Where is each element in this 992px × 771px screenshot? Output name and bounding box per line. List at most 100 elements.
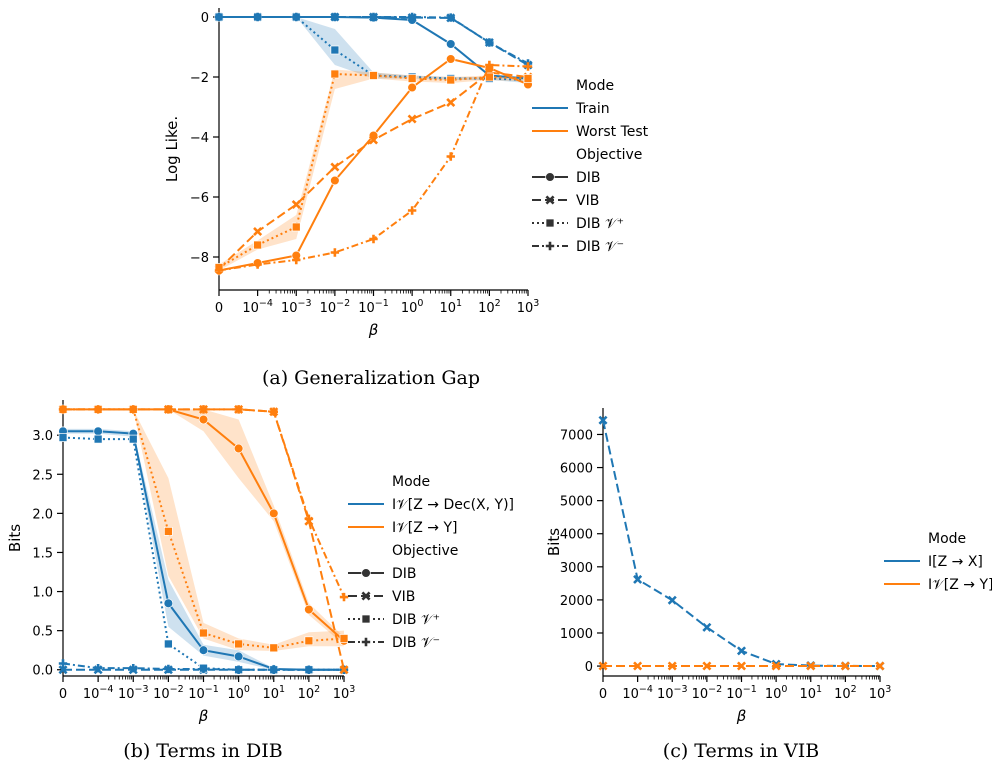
data-point [330,248,340,257]
x-tick-label: 10−3 [281,298,312,316]
data-point [253,240,262,250]
legend-title-objective: Objective [392,543,458,559]
data-point [233,651,244,662]
x-tick-label: 102 [834,684,857,702]
legend-marker [361,614,371,624]
data-point [304,665,314,674]
x-tick-label: 103 [869,684,892,702]
data-point [291,199,301,210]
data-point [58,433,68,442]
x-tick-label: 10−4 [622,684,653,702]
data-point [633,661,643,671]
data-point [234,639,243,649]
legend-entry: DIB [576,170,601,186]
y-tick-label: 2000 [560,594,593,609]
data-point [407,114,417,124]
data-point [269,665,278,674]
y-tick-label: 7000 [560,428,593,443]
series-line [602,420,881,668]
confidence-band [63,409,344,645]
data-point [667,661,677,671]
data-point [199,628,208,638]
x-tick-label: 10−2 [692,684,723,702]
x-tick-label: 10−4 [242,298,273,316]
data-point [214,12,224,22]
data-point [253,260,262,269]
data-point [233,443,244,454]
x-tick-label: 102 [298,684,321,702]
legend-entry: Worst Test [576,124,649,140]
legend-title-mode: Mode [392,474,430,490]
data-point [269,643,279,653]
data-point [523,74,533,83]
x-tick-label: 10−3 [118,684,149,702]
data-point [291,222,301,232]
data-point [93,434,103,444]
panel-b: 0.0 0.5 1.0 1.5 2.0 2.5 3.0 0 10−4 10−3 10−2 10−1 10… [6,400,514,762]
data-point [234,405,243,414]
data-point [164,664,173,674]
legend-marker [545,218,555,228]
y-tick-label: −6 [190,191,209,206]
y-axis-label: Log Like. [163,116,181,182]
y-tick-label: 0.0 [32,664,53,679]
data-point [485,60,494,70]
data-point [269,407,278,416]
legend-title-mode: Mode [928,531,966,547]
legend-entry: I𝒱[Z → Y] [928,577,992,593]
x-tick-label: 10−1 [726,684,757,702]
data-point [446,39,456,49]
legend-entry: VIB [392,589,415,605]
x-tick-label: 10−1 [188,684,219,702]
x-tick-label: 100 [765,684,788,702]
data-point [736,661,747,671]
legend-marker [361,637,371,647]
x-tick-label: 100 [227,684,250,702]
data-point [667,595,677,605]
data-point [269,508,279,519]
y-tick-label: 1000 [560,627,593,642]
series-line [219,16,529,66]
data-point [407,82,417,93]
data-point [485,38,494,47]
x-tick-label: 10−4 [83,684,114,702]
data-point [198,645,209,655]
data-point [598,415,608,425]
y-tick-label: 2.5 [32,468,53,483]
legend: Mode I𝒱[Z → Dec(X, Y)] I𝒱[Z → Y] Objective D… [348,474,514,651]
data-point [369,12,378,22]
data-point [368,135,379,145]
legend-entry: I𝒱[Z → Dec(X, Y)] [392,497,514,513]
data-point [771,661,781,671]
data-point [93,405,103,414]
legend-title-mode: Mode [576,78,614,94]
legend-entry: I𝒱[Z → Y] [392,520,458,536]
x-tick-label: 0 [59,687,67,702]
y-tick-label: 3.0 [32,429,53,444]
data-point [198,414,209,425]
legend-title-objective: Objective [576,147,642,163]
data-point [407,12,417,22]
panel-a: 0 −2 −4 −6 −8 0 10−4 10−3 10−2 10−1 100 101 102 103 β L… [163,8,649,389]
legend-entry: DIB 𝒱⁻ [576,239,624,255]
data-point [163,598,174,609]
data-point [339,634,349,643]
legend-entry: DIB [392,566,417,582]
legend-entry: DIB 𝒱⁺ [576,216,624,232]
y-tick-label: −2 [190,71,209,86]
data-point [407,206,417,215]
data-point [840,661,850,671]
series-line [218,72,529,269]
data-point [369,71,378,80]
data-point [702,622,712,632]
legend-entry: Train [575,101,610,117]
legend-entry: I[Z → X] [928,554,983,570]
data-point [339,665,349,675]
legend-marker [545,172,555,182]
data-point [806,661,816,671]
data-point [199,664,208,674]
data-point [330,175,340,186]
y-axis-label: Bits [6,524,24,552]
series-line [219,16,529,65]
